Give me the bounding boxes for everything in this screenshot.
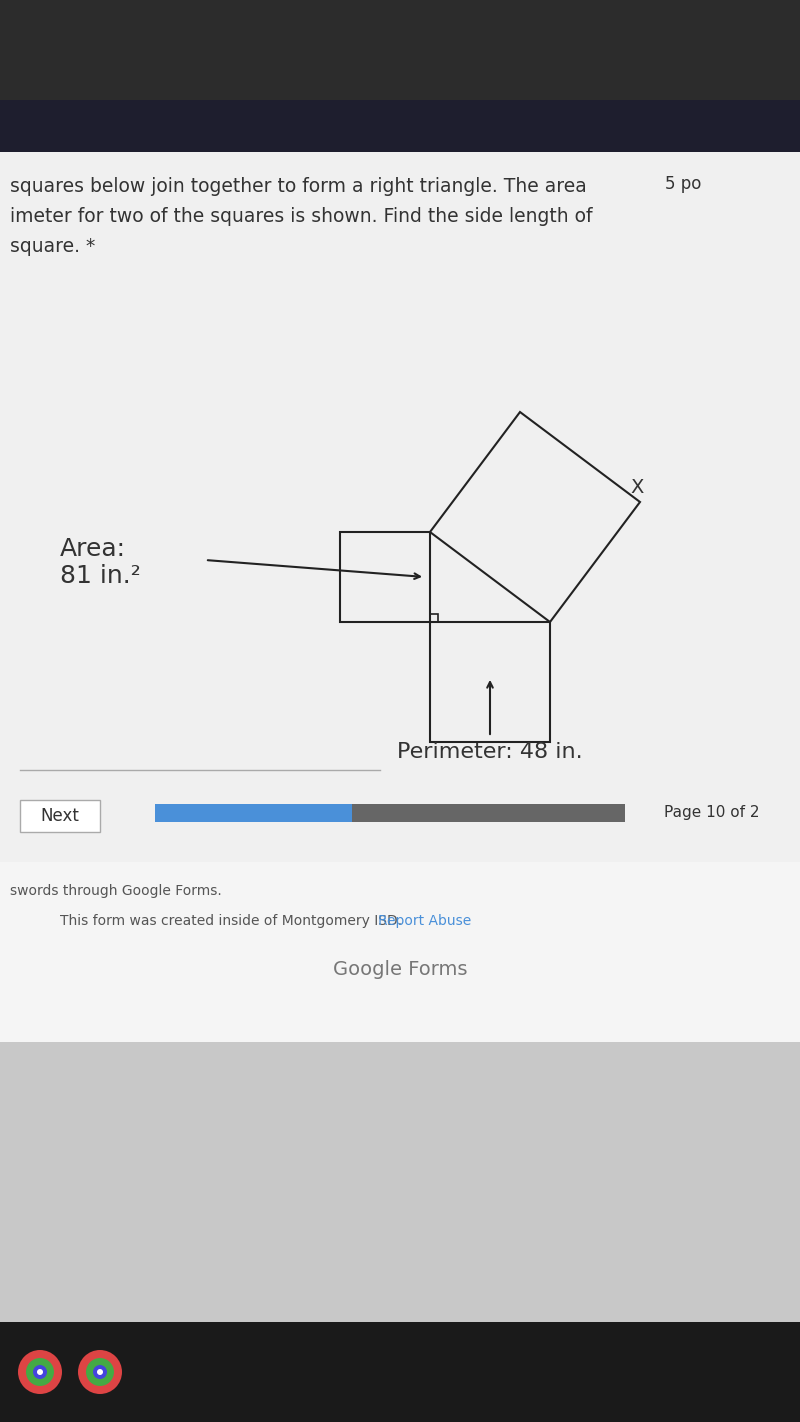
Bar — [0, 1042, 800, 1322]
Circle shape — [26, 1358, 54, 1386]
Circle shape — [93, 1365, 107, 1379]
Circle shape — [97, 1369, 103, 1375]
Bar — [0, 100, 800, 152]
Text: Google Forms: Google Forms — [333, 960, 467, 978]
Bar — [0, 0, 800, 100]
Text: square. *: square. * — [10, 237, 95, 256]
Circle shape — [18, 1349, 62, 1394]
Text: Area:: Area: — [60, 538, 126, 562]
Text: X: X — [630, 478, 643, 498]
Text: Report Abuse: Report Abuse — [378, 914, 471, 929]
Bar — [155, 803, 625, 822]
Circle shape — [86, 1358, 114, 1386]
Bar — [20, 801, 100, 832]
Text: 81 in.²: 81 in.² — [60, 565, 141, 589]
Bar — [155, 803, 352, 822]
Circle shape — [37, 1369, 43, 1375]
Text: swords through Google Forms.: swords through Google Forms. — [10, 884, 222, 899]
Bar — [0, 152, 800, 862]
Text: squares below join together to form a right triangle. The area: squares below join together to form a ri… — [10, 176, 586, 196]
Circle shape — [33, 1365, 47, 1379]
Text: Perimeter: 48 in.: Perimeter: 48 in. — [397, 742, 583, 762]
Text: imeter for two of the squares is shown. Find the side length of: imeter for two of the squares is shown. … — [10, 208, 593, 226]
Circle shape — [78, 1349, 122, 1394]
Bar — [0, 862, 800, 1042]
Text: Page 10 of 2: Page 10 of 2 — [665, 805, 760, 820]
Text: 5 po: 5 po — [665, 175, 702, 193]
Text: This form was created inside of Montgomery ISD.: This form was created inside of Montgome… — [60, 914, 402, 929]
Text: Next: Next — [41, 808, 79, 825]
Bar — [0, 1322, 800, 1422]
